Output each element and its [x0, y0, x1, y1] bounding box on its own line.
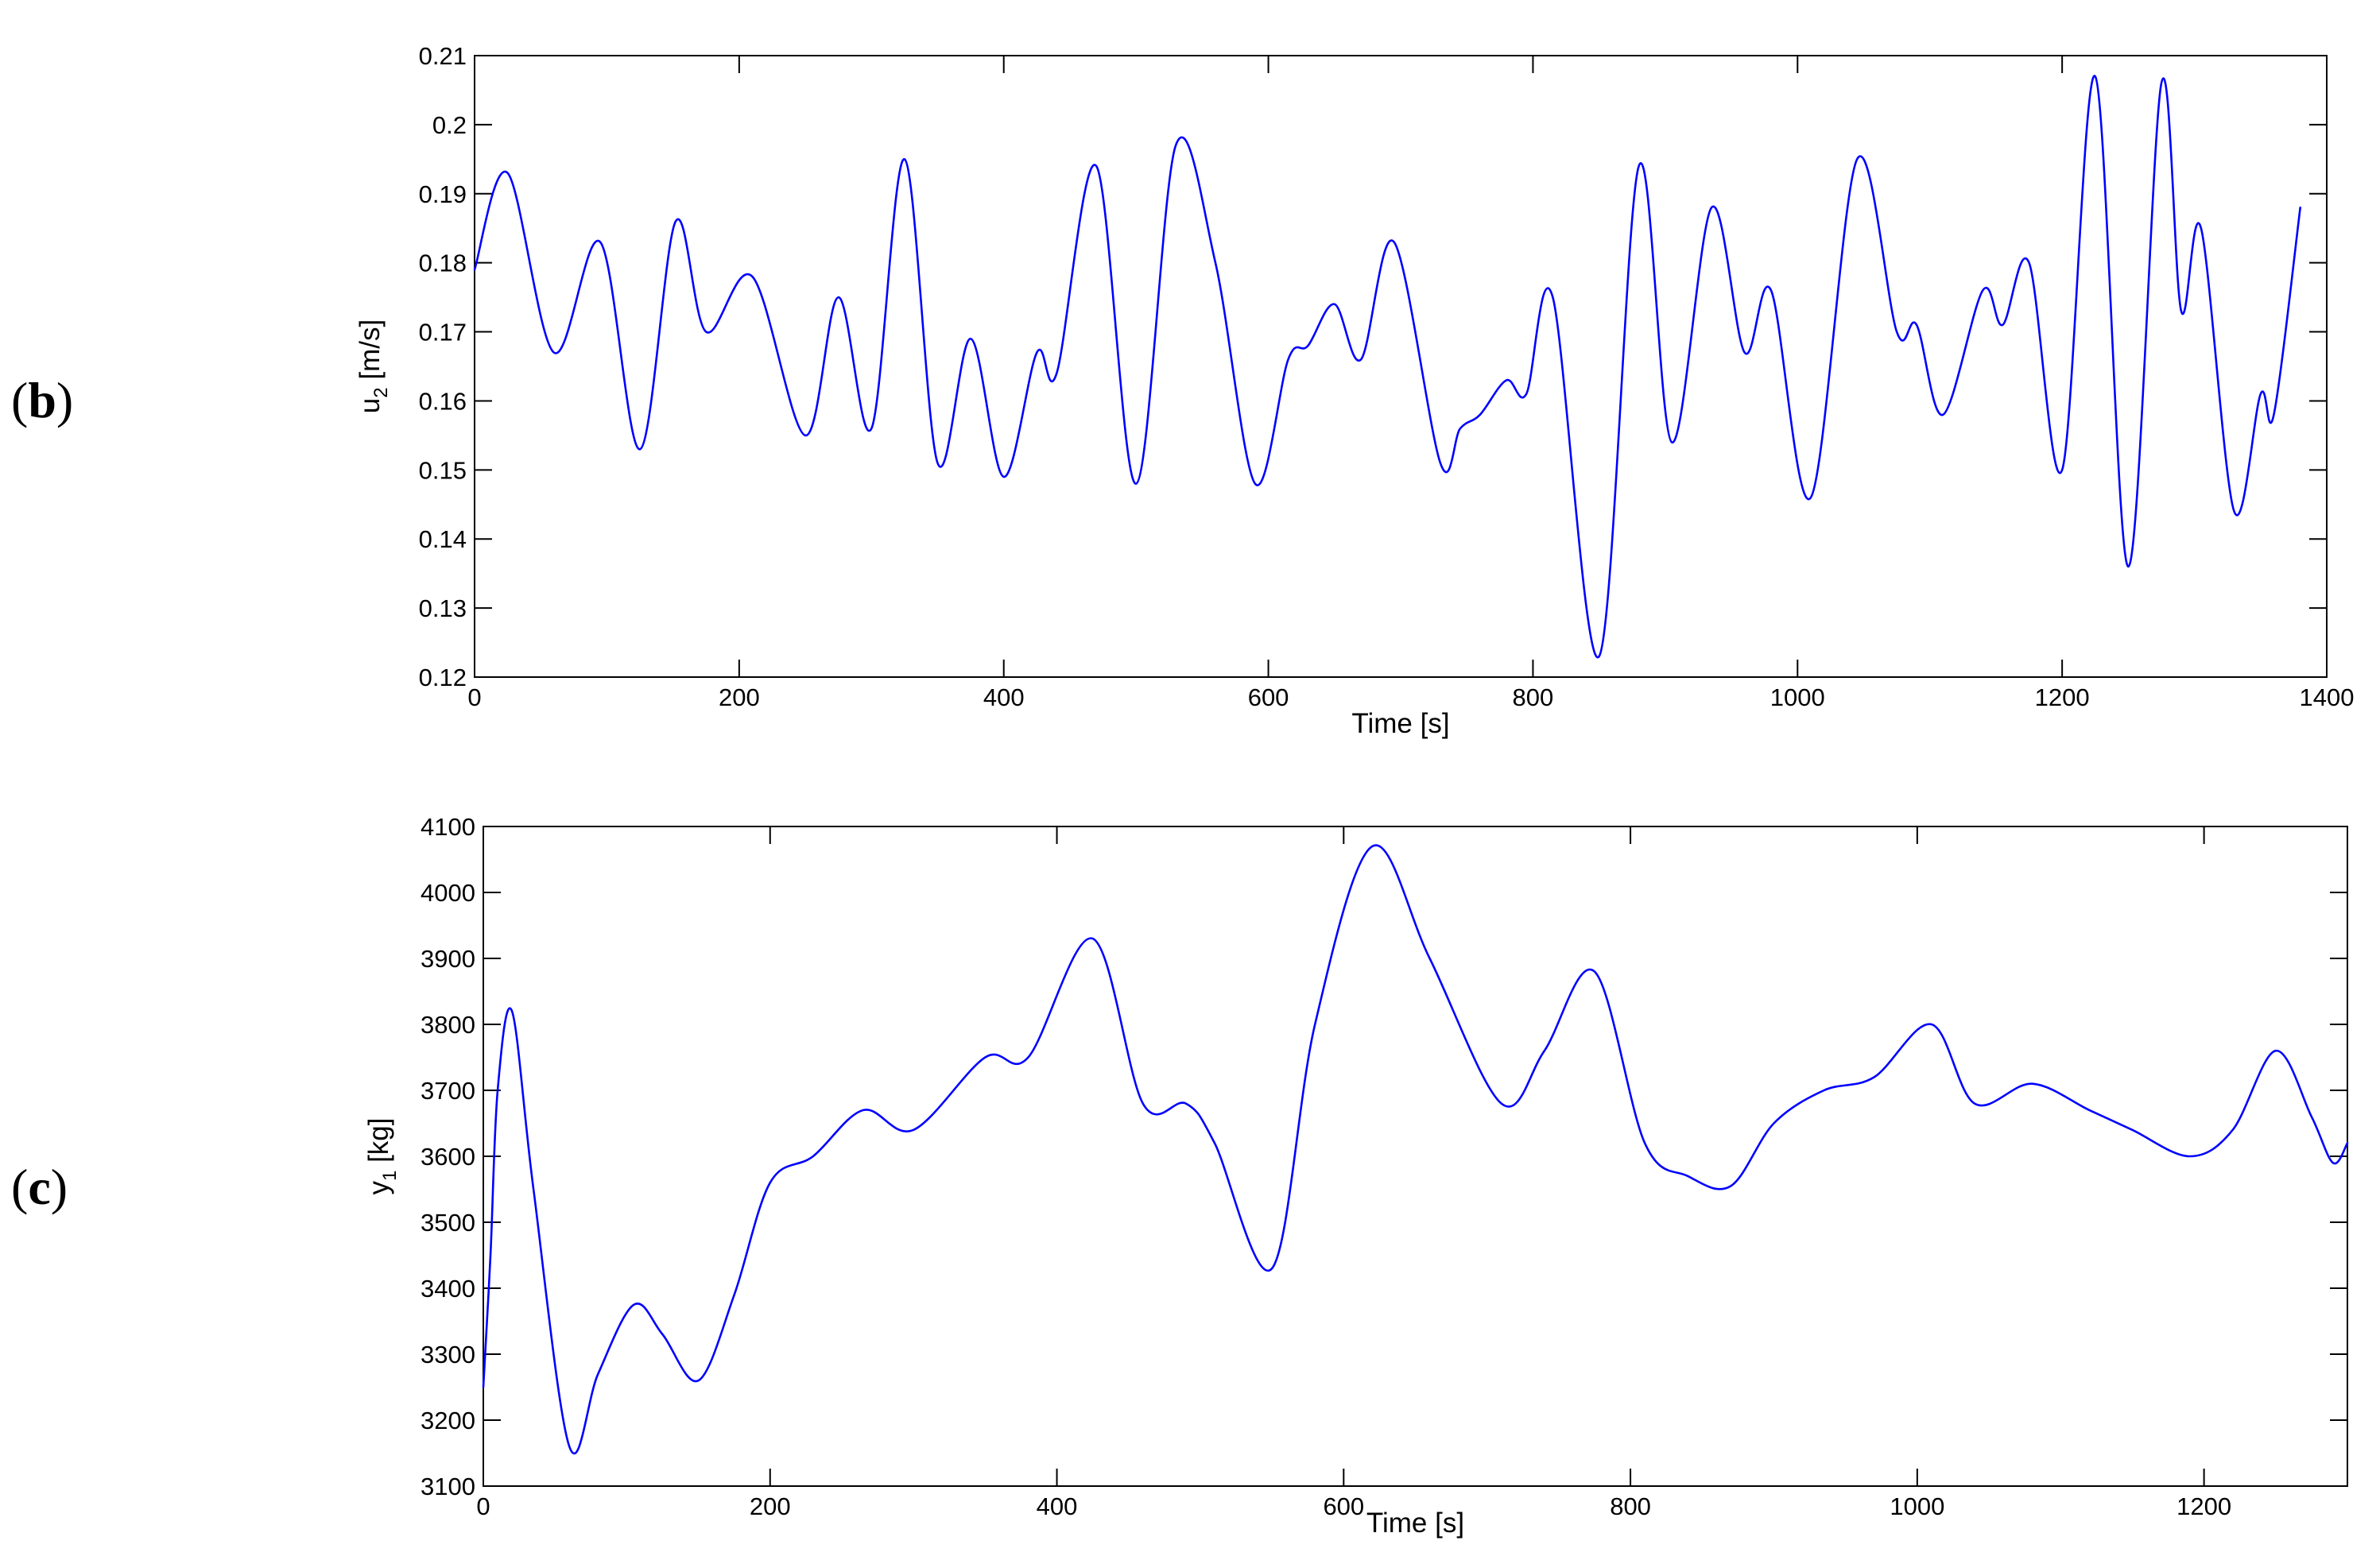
y-tick-label: 3800	[421, 1011, 475, 1039]
x-tick-label: 200	[719, 683, 760, 711]
panel-c-letter: c	[28, 1159, 50, 1215]
x-axis-label: Time [s]	[1351, 708, 1449, 739]
y-tick-label: 3900	[421, 945, 475, 973]
y-tick-label: 0.17	[419, 319, 467, 346]
x-tick-label: 0	[476, 1492, 490, 1520]
y-tick-label: 3100	[421, 1473, 475, 1500]
y-tick-label: 3700	[421, 1077, 475, 1105]
y-tick-label: 0.14	[419, 525, 467, 553]
panel-b-letter: b	[28, 372, 56, 428]
y-tick-label: 0.13	[419, 594, 467, 622]
x-tick-label: 800	[1513, 683, 1554, 711]
y-tick-label: 0.18	[419, 250, 467, 277]
panel-label-b: (b)	[11, 372, 73, 428]
y-axis-label-subscript: 2	[370, 387, 392, 397]
y-tick-label: 3300	[421, 1341, 475, 1368]
x-tick-label: 1000	[1890, 1492, 1944, 1520]
x-tick-label: 600	[1248, 683, 1289, 711]
x-tick-label: 200	[750, 1492, 791, 1520]
y-axis-label: y1 [kg]	[363, 1118, 401, 1195]
y-axis-label-main: u	[355, 398, 386, 413]
y-tick-label: 0.15	[419, 456, 467, 484]
y-tick-label: 4000	[421, 879, 475, 907]
y-tick-label: 3500	[421, 1209, 475, 1237]
y-tick-label: 3200	[421, 1407, 475, 1434]
x-tick-label: 600	[1323, 1492, 1364, 1520]
series-line-0	[473, 75, 2302, 659]
y-tick-label: 0.16	[419, 387, 467, 415]
chart-u2: 0 200 400 600 800 1000 1200 1400 0.12 0.13 0.14 0.1…	[355, 42, 2354, 739]
y-axis-label-unit: [m/s]	[355, 319, 386, 388]
x-tick-label: 1200	[2176, 1492, 2231, 1520]
x-tick-label: 1000	[1770, 683, 1825, 711]
y-tick-label: 3600	[421, 1143, 475, 1171]
chart-y1: 0 200 400 600 800 1000 1200 3100 3200 3300 3400 350…	[363, 813, 2349, 1539]
y-axis-label-unit: [kg]	[363, 1118, 394, 1171]
x-tick-label: 1400	[2300, 683, 2355, 711]
x-tick-label: 400	[1037, 1492, 1078, 1520]
x-tick-label: 400	[983, 683, 1025, 711]
y-tick-label: 3400	[421, 1275, 475, 1303]
x-axis-label: Time [s]	[1366, 1508, 1464, 1539]
y-tick-label: 0.2	[432, 111, 467, 139]
y-axis-label: u2 [m/s]	[355, 319, 392, 413]
y-tick-label: 0.12	[419, 664, 467, 691]
x-tick-label: 800	[1610, 1492, 1651, 1520]
y-tick-label: 0.21	[419, 42, 467, 70]
y-tick-label: 0.19	[419, 180, 467, 208]
y-axis-label-main: y	[363, 1181, 394, 1195]
x-tick-label: 0	[467, 683, 481, 711]
plot-frame	[474, 55, 2328, 678]
x-tick-label: 1200	[2035, 683, 2090, 711]
panel-label-c: (c)	[11, 1159, 68, 1215]
y-tick-label: 4100	[421, 813, 475, 841]
series-line-0	[482, 844, 2349, 1455]
y-axis-label-subscript: 1	[379, 1171, 401, 1181]
